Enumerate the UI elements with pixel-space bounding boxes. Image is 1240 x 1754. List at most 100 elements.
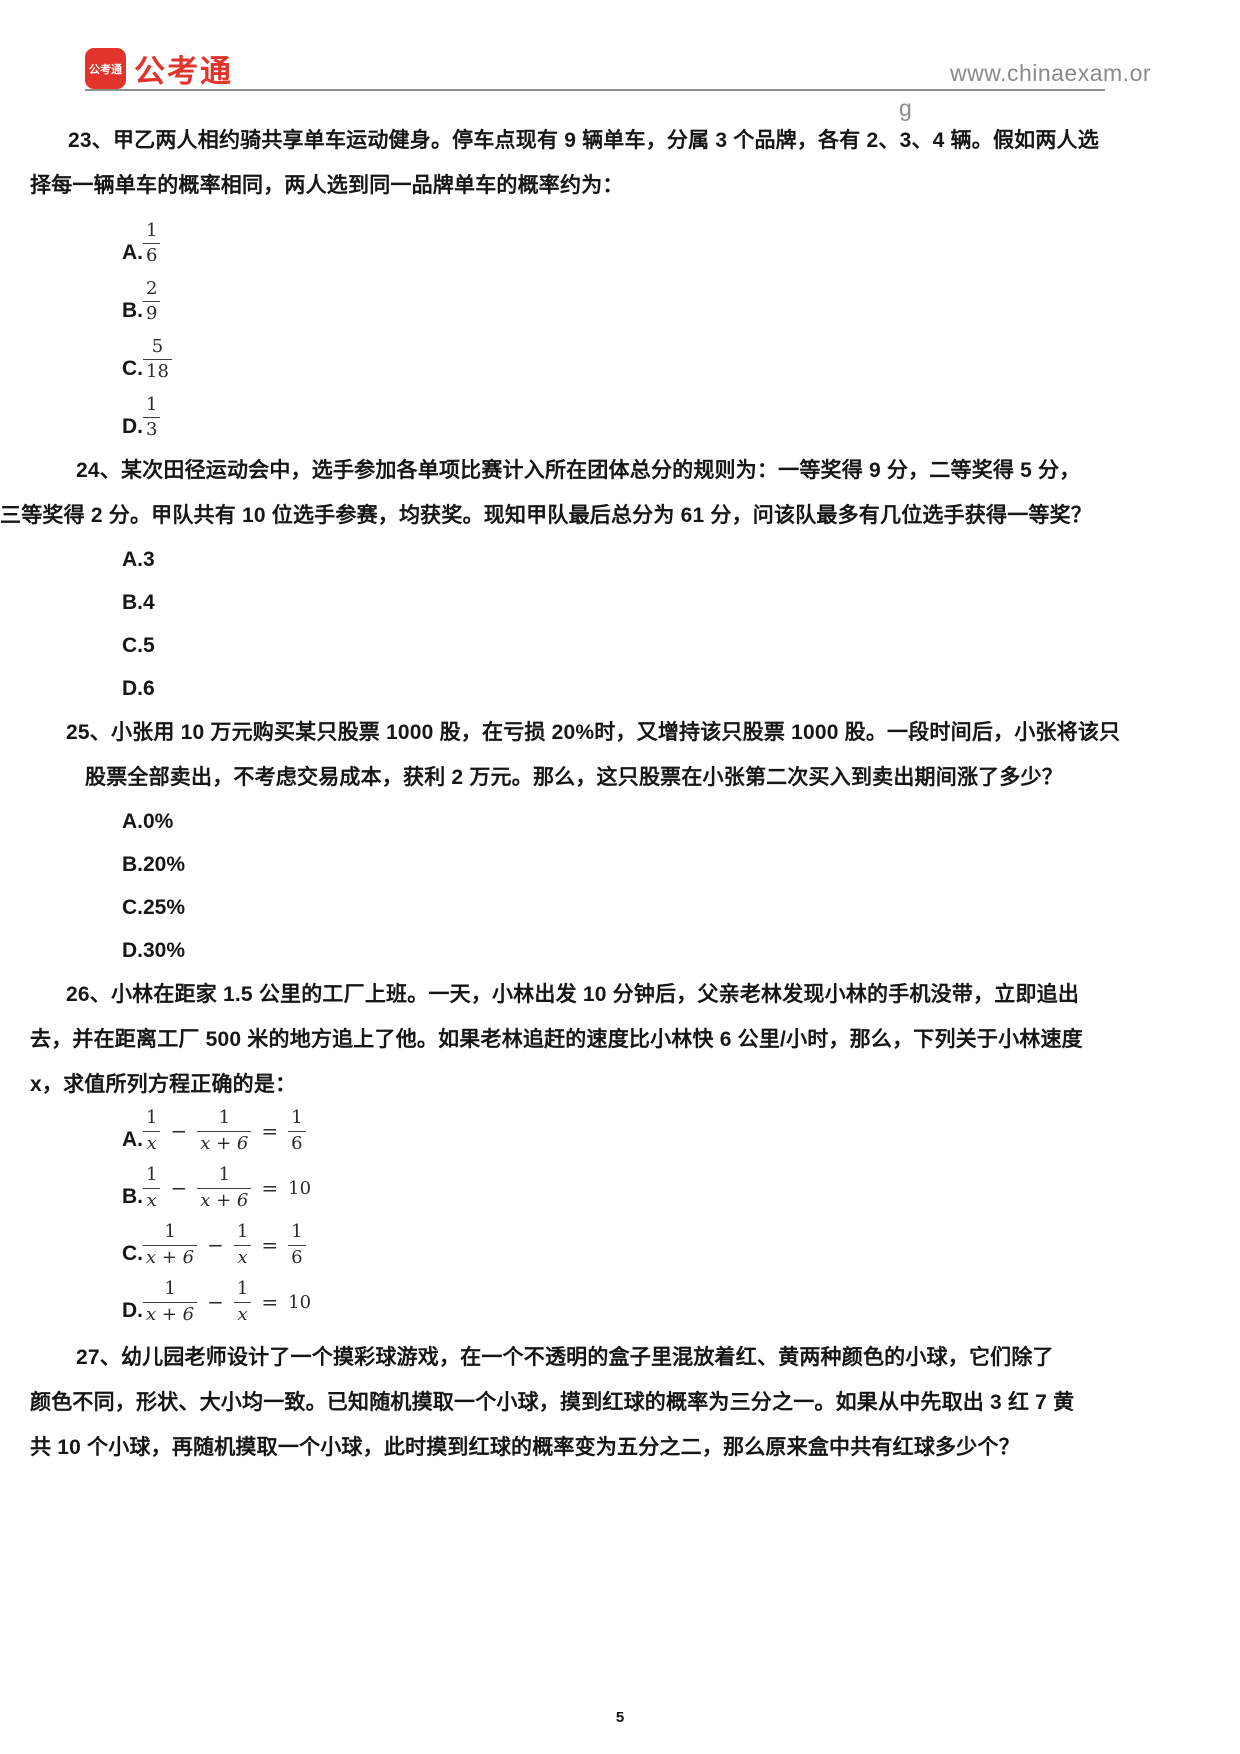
minus-sign: −	[170, 1176, 188, 1200]
question-24-option-b: B.4	[30, 581, 1210, 624]
fraction: 5 18	[143, 335, 172, 382]
option-value: 3	[143, 548, 155, 571]
fraction-numerator: 1	[146, 1164, 158, 1186]
equals-sign: =	[261, 1290, 279, 1314]
fraction-denominator: x + 6	[197, 1130, 252, 1154]
option-label: B.	[122, 299, 143, 322]
option-label: B.	[122, 591, 143, 614]
fraction-numerator: 1	[146, 393, 158, 415]
question-24-option-d: D.6	[30, 667, 1210, 710]
question-25-option-d: D.30%	[30, 929, 1210, 972]
question-26-line-2: 去，并在距离工厂 500 米的地方追上了他。如果老林追赶的速度比小林快 6 公里…	[30, 1028, 1083, 1051]
fraction-numerator: 1	[291, 1107, 303, 1129]
option-label: B.	[122, 1185, 143, 1208]
question-24-option-c: C.5	[30, 624, 1210, 667]
brand-logo-text: 公考通	[134, 54, 233, 89]
question-27-line-2: 颜色不同，形状、大小均一致。已知随机摸取一个小球，摸到红球的概率为三分之一。如果…	[30, 1391, 1075, 1414]
option-label: D.	[122, 677, 143, 700]
fraction: 1 6	[288, 1107, 306, 1154]
question-25-option-c: C.25%	[30, 886, 1210, 929]
question-23-option-d: D. 1 3	[30, 390, 1210, 440]
brand-logo: 公考通 公考通	[85, 46, 233, 91]
question-25: 25、小张用 10 万元购买某只股票 1000 股，在亏损 20%时，又增持该只…	[30, 710, 1210, 972]
option-label: A.	[122, 810, 143, 833]
fraction: 1 3	[143, 393, 161, 440]
question-23-option-c: C. 5 18	[30, 332, 1210, 382]
minus-sign: −	[207, 1290, 224, 1314]
fraction-denominator: x	[143, 1187, 161, 1211]
equals-sign: =	[261, 1119, 279, 1143]
fraction: 1 x	[233, 1221, 252, 1268]
fraction-numerator: 1	[291, 1221, 303, 1243]
question-25-line-1: 25、小张用 10 万元购买某只股票 1000 股，在亏损 20%时，又增持该只…	[66, 721, 1121, 744]
page-number: 5	[615, 1709, 625, 1726]
fraction-denominator: 6	[143, 242, 161, 266]
fraction-denominator: 6	[288, 1244, 306, 1268]
page-header: 公考通 公考通 www.chinaexam.or g	[0, 0, 1240, 121]
document-content: 23、甲乙两人相约骑共享单车运动健身。停车点现有 9 辆单车，分属 3 个品牌，…	[0, 118, 1240, 1470]
question-24-line-2: 三等奖得 2 分。甲队共有 10 位选手参赛，均获奖。现知甲队最后总分为 61 …	[0, 504, 1092, 527]
fraction-denominator: 3	[143, 416, 161, 440]
option-value: 6	[143, 677, 155, 700]
fraction-numerator: 1	[218, 1164, 231, 1186]
fraction-denominator: 9	[143, 300, 161, 324]
option-label: A.	[122, 241, 143, 264]
fraction: 1 x	[233, 1278, 252, 1324]
fraction: 1 x	[143, 1164, 161, 1211]
option-label: C.	[122, 896, 143, 919]
fraction: 2 9	[143, 278, 161, 324]
fraction-denominator: 18	[143, 358, 172, 382]
question-23-option-b: B. 2 9	[30, 274, 1210, 324]
question-25-option-b: B.20%	[30, 843, 1210, 886]
question-24-line-1: 24、某次田径运动会中，选手参加各单项比赛计入所在团体总分的规则为：一等奖得 9…	[76, 459, 1081, 482]
equals-sign: =	[261, 1176, 279, 1200]
option-label: C.	[122, 1242, 143, 1265]
fraction-numerator: 1	[146, 1107, 158, 1129]
fraction-numerator: 1	[218, 1107, 231, 1129]
option-label: B.	[122, 853, 143, 876]
fraction-denominator: 6	[288, 1130, 306, 1154]
fraction-numerator: 1	[236, 1278, 249, 1300]
option-label: A.	[122, 548, 143, 571]
equation-rhs: 10	[288, 1291, 312, 1313]
option-value: 30%	[143, 939, 186, 962]
fraction-numerator: 5	[151, 335, 164, 357]
fraction: 1 6	[288, 1221, 306, 1268]
option-value: 4	[143, 591, 155, 614]
option-label: A.	[122, 1128, 143, 1151]
option-value: 20%	[143, 853, 186, 876]
minus-sign: −	[170, 1119, 188, 1143]
site-url-line2: g	[899, 95, 912, 121]
option-label: D.	[122, 939, 143, 962]
option-label: D.	[122, 1299, 143, 1322]
question-26-option-b: B. 1 x − 1 x + 6 = 10	[30, 1164, 1210, 1212]
option-label: C.	[122, 634, 143, 657]
option-value: 5	[143, 634, 155, 657]
question-26-option-d: D. 1 x + 6 − 1 x = 10	[30, 1278, 1210, 1326]
question-27-line-1: 27、幼儿园老师设计了一个摸彩球游戏，在一个不透明的盒子里混放着红、黄两种颜色的…	[76, 1346, 1054, 1369]
fraction: 1 x + 6	[197, 1164, 252, 1211]
question-24: 24、某次田径运动会中，选手参加各单项比赛计入所在团体总分的规则为：一等奖得 9…	[0, 448, 1210, 710]
question-24-option-a: A.3	[30, 538, 1210, 581]
fraction: 1 x	[143, 1107, 161, 1153]
fraction-denominator: x + 6	[197, 1187, 252, 1211]
fraction-denominator: x + 6	[143, 1244, 198, 1268]
equation-rhs: 10	[288, 1177, 312, 1199]
option-value: 0%	[143, 810, 174, 833]
question-26: 26、小林在距家 1.5 公里的工厂上班。一天，小林出发 10 分钟后，父亲老林…	[30, 972, 1210, 1326]
option-label: C.	[122, 357, 143, 380]
header-divider	[85, 89, 1105, 91]
option-label: D.	[122, 415, 143, 438]
question-26-option-a: A. 1 x − 1 x + 6 = 1 6	[30, 1107, 1210, 1155]
fraction-numerator: 1	[146, 219, 158, 241]
question-23-option-a: A. 1 6	[30, 216, 1210, 266]
question-25-line-2: 股票全部卖出，不考虑交易成本，获利 2 万元。那么，这只股票在小张第二次买入到卖…	[85, 766, 1063, 789]
question-27: 27、幼儿园老师设计了一个摸彩球游戏，在一个不透明的盒子里混放着红、黄两种颜色的…	[30, 1335, 1210, 1470]
fraction-numerator: 1	[236, 1221, 249, 1243]
fraction: 1 x + 6	[197, 1107, 252, 1154]
option-value: 25%	[143, 896, 186, 919]
fraction-denominator: x	[233, 1244, 252, 1268]
fraction-numerator: 1	[164, 1221, 176, 1243]
fraction: 1 x + 6	[143, 1279, 198, 1324]
minus-sign: −	[207, 1233, 224, 1257]
